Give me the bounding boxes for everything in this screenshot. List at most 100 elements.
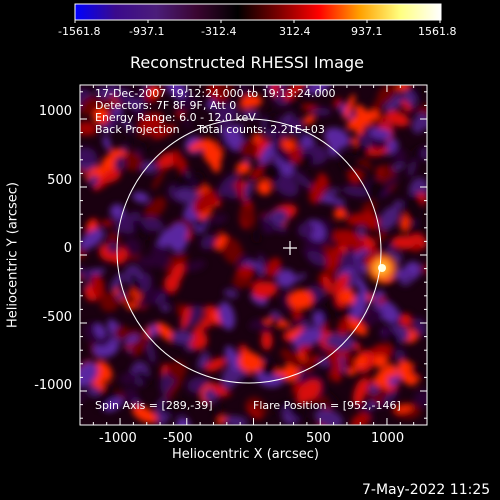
texture-blob bbox=[120, 151, 143, 171]
texture-blob bbox=[140, 216, 164, 232]
texture-blob bbox=[383, 389, 398, 405]
texture-blob bbox=[184, 260, 206, 272]
texture-blob bbox=[410, 364, 427, 380]
texture-blob bbox=[354, 275, 369, 297]
texture-blob bbox=[208, 143, 221, 173]
render-timestamp: 7-May-2022 11:25 bbox=[362, 482, 491, 498]
texture-blob bbox=[132, 191, 150, 203]
observation-time-range: 17-Dec-2007 19:12:24.000 to 19:13:24.000 bbox=[95, 87, 336, 100]
texture-blob bbox=[213, 221, 223, 232]
texture-blob bbox=[407, 159, 417, 177]
texture-blob bbox=[333, 97, 343, 109]
texture-blob bbox=[322, 274, 333, 295]
texture-blob bbox=[339, 152, 360, 175]
texture-blob bbox=[188, 330, 208, 350]
texture-blob bbox=[288, 289, 313, 310]
texture-blob bbox=[334, 306, 348, 321]
texture-blob bbox=[130, 272, 141, 294]
texture-blob bbox=[251, 281, 278, 299]
texture-blob bbox=[91, 273, 105, 298]
texture-blob bbox=[387, 363, 398, 378]
detectors-info: Detectors: 7F 8F 9F, Att 0 bbox=[95, 99, 237, 112]
texture-blob bbox=[100, 85, 118, 100]
texture-blob bbox=[175, 95, 199, 112]
texture-blob bbox=[314, 408, 343, 425]
texture-blob bbox=[241, 109, 260, 119]
y-tick-label: 500 bbox=[47, 173, 72, 188]
texture-blob bbox=[214, 103, 231, 119]
texture-blob bbox=[238, 344, 248, 353]
texture-blob bbox=[385, 110, 410, 127]
texture-blob bbox=[109, 204, 125, 219]
texture-blob bbox=[333, 208, 347, 220]
texture-blob bbox=[88, 174, 99, 187]
texture-blob bbox=[306, 250, 327, 266]
texture-blob bbox=[221, 236, 243, 265]
texture-blob bbox=[383, 301, 393, 309]
texture-blob bbox=[276, 269, 296, 288]
texture-blob bbox=[204, 357, 227, 372]
texture-blob bbox=[236, 179, 245, 201]
texture-blob bbox=[303, 114, 315, 125]
texture-blob bbox=[216, 138, 227, 150]
spin-axis-marker bbox=[283, 241, 297, 255]
texture-blob bbox=[286, 99, 305, 110]
texture-blob bbox=[173, 154, 188, 173]
x-axis-title: Heliocentric X (arcsec) bbox=[172, 447, 319, 462]
texture-blob bbox=[175, 188, 201, 204]
texture-blob bbox=[361, 308, 383, 327]
texture-blob bbox=[194, 217, 205, 228]
texture-blob bbox=[192, 322, 206, 335]
method-counts-info: Back Projection Total counts: 2.21E+03 bbox=[95, 123, 325, 136]
texture-blob bbox=[120, 118, 134, 132]
texture-blob bbox=[403, 89, 417, 107]
texture-blob bbox=[145, 338, 156, 365]
texture-blob bbox=[322, 243, 331, 255]
texture-blob bbox=[257, 253, 266, 268]
axis-tick-marks bbox=[80, 85, 427, 425]
texture-blob bbox=[194, 171, 205, 191]
texture-blob bbox=[328, 128, 341, 158]
texture-blob bbox=[274, 117, 284, 147]
texture-blob bbox=[347, 170, 363, 184]
texture-blob bbox=[354, 110, 381, 124]
texture-blob bbox=[416, 105, 427, 116]
texture-blob bbox=[216, 415, 229, 425]
x-tick-label: 500 bbox=[306, 431, 331, 446]
texture-blob bbox=[97, 391, 119, 409]
texture-blob bbox=[394, 349, 406, 362]
texture-blob bbox=[80, 228, 105, 250]
colorbar-tick-label: 312.4 bbox=[279, 25, 311, 38]
texture-blob bbox=[256, 179, 272, 195]
colorbar-tick-label: 937.1 bbox=[351, 25, 383, 38]
texture-blob bbox=[261, 330, 273, 351]
texture-blob bbox=[261, 359, 278, 377]
texture-blob bbox=[261, 161, 282, 182]
texture-blob bbox=[152, 165, 166, 191]
colorbar-tick-label: -1561.8 bbox=[58, 25, 101, 38]
texture-blob bbox=[364, 215, 381, 230]
texture-blob bbox=[149, 323, 158, 339]
texture-blob bbox=[357, 164, 372, 175]
spin-axis-label: Spin Axis = [289,-39] bbox=[95, 399, 213, 412]
texture-blob bbox=[124, 237, 142, 256]
colorbar-tick-label: -937.1 bbox=[129, 25, 165, 38]
texture-blob bbox=[343, 94, 356, 120]
texture-blob bbox=[341, 186, 371, 197]
texture-blob bbox=[87, 385, 101, 397]
texture-blob bbox=[368, 128, 393, 140]
texture-blob bbox=[368, 384, 379, 395]
texture-blob bbox=[169, 222, 188, 242]
texture-blob bbox=[318, 197, 346, 205]
texture-blob bbox=[247, 405, 262, 420]
texture-blob bbox=[114, 87, 133, 105]
texture-blob bbox=[206, 99, 217, 110]
texture-blob bbox=[373, 355, 388, 368]
texture-blob bbox=[346, 258, 368, 278]
texture-blob bbox=[245, 397, 267, 419]
texture-blob bbox=[165, 85, 188, 100]
texture-blob bbox=[160, 304, 171, 312]
texture-blob bbox=[353, 355, 368, 369]
x-tick-label: 0 bbox=[245, 431, 254, 446]
texture-blob bbox=[80, 146, 98, 165]
